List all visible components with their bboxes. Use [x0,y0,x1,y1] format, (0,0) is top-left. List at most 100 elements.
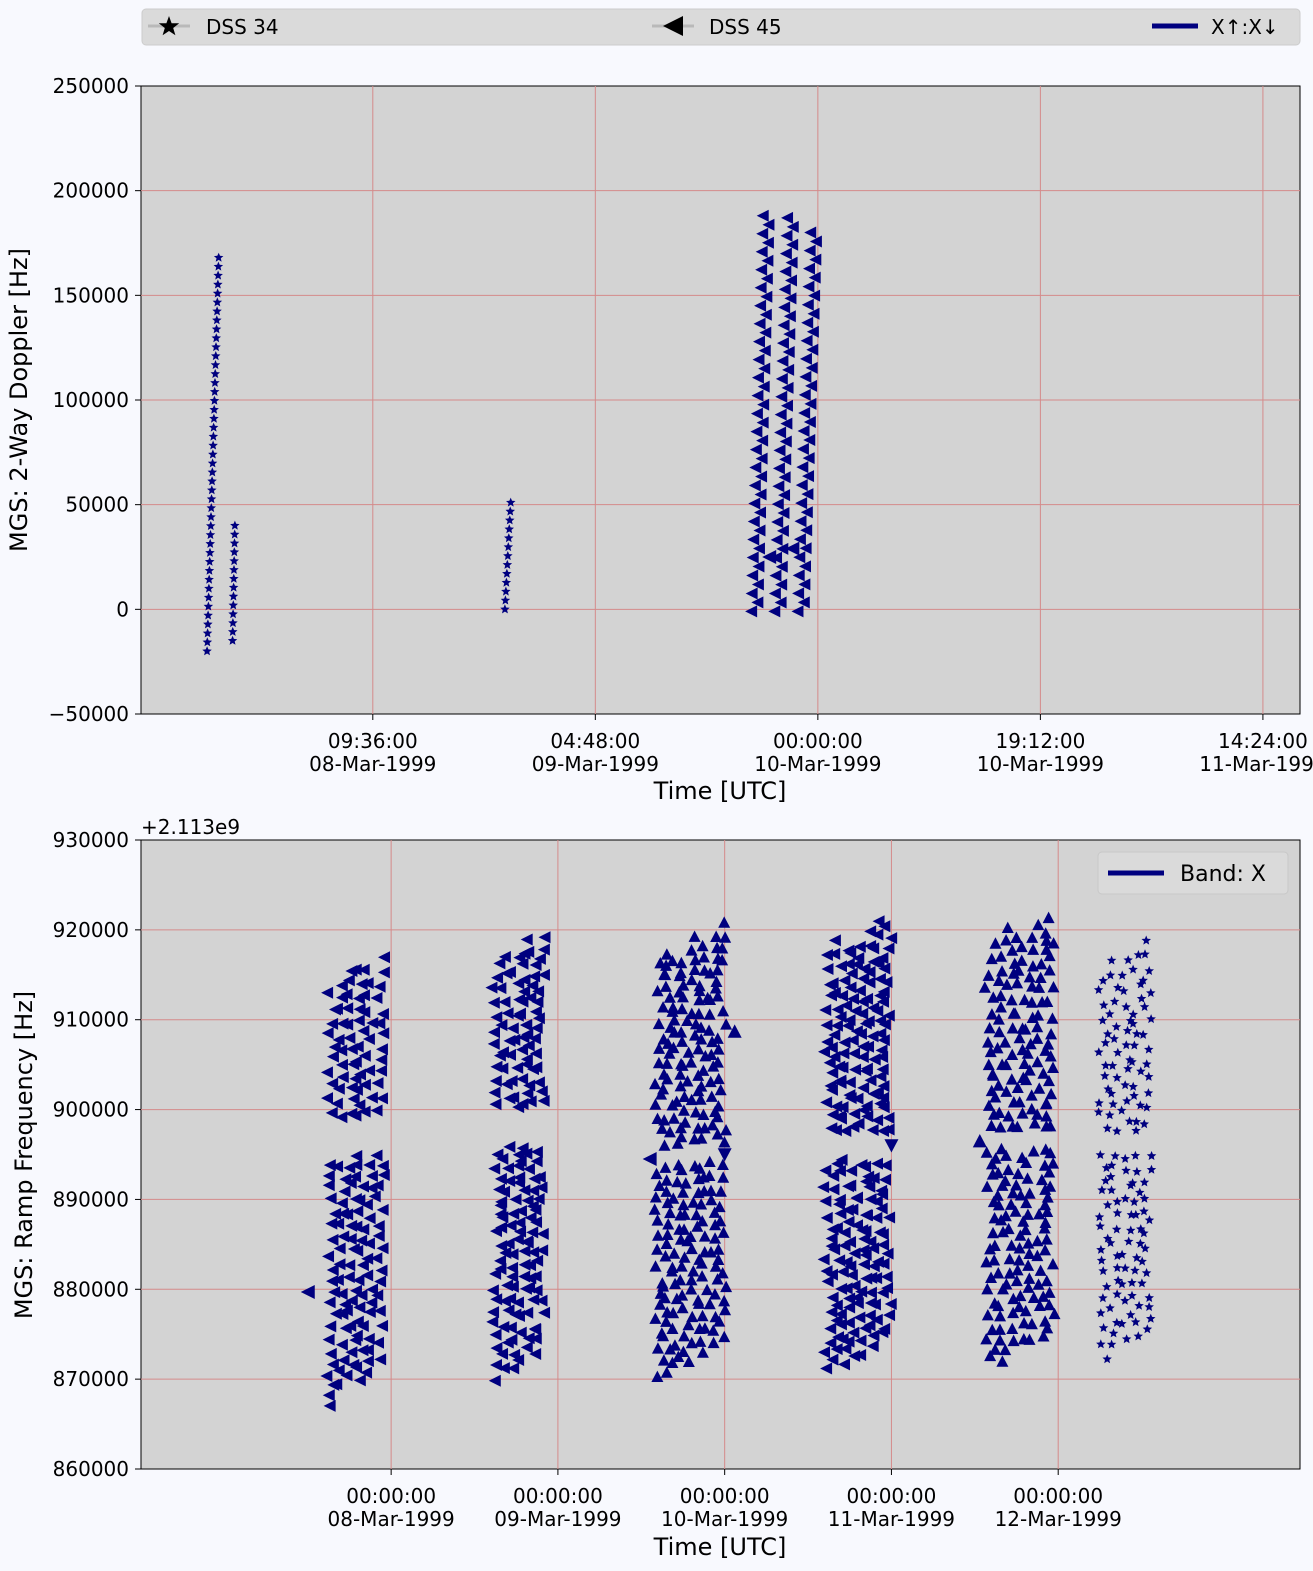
data-point [1013,1254,1026,1266]
data-point [1031,1249,1044,1262]
data-point [363,1306,376,1319]
data-point [1135,1238,1146,1248]
data-point [1095,1150,1106,1159]
data-point [797,596,810,609]
data-point [321,986,334,999]
data-point [229,556,239,566]
data-point [335,1044,348,1057]
data-point [879,1159,892,1172]
data-point [992,1299,1005,1312]
data-point [353,1194,366,1207]
data-point [349,1109,362,1122]
data-point [1106,1171,1116,1181]
data-point [326,1017,339,1030]
data-point [877,1080,890,1093]
data-point [1044,1050,1057,1062]
data-point [1028,1117,1041,1129]
data-point [350,1361,363,1374]
data-point [1026,980,1039,992]
data-point [856,1050,869,1063]
data-point [323,1399,336,1412]
data-point [330,1097,343,1110]
data-point [530,1155,543,1168]
data-point [658,1139,671,1151]
data-point [488,1374,501,1387]
data-point [756,434,769,447]
x-tick-label-date: 10-Mar-1999 [754,752,881,776]
data-point [804,397,817,410]
data-point [340,1304,353,1317]
data-point [322,1333,335,1346]
data-point [825,1232,838,1245]
data-point [778,301,791,314]
data-point [375,1064,388,1077]
data-point [489,1074,502,1087]
data-point [375,1264,388,1277]
data-point [676,1059,689,1071]
data-point [652,1056,665,1069]
data-point [1097,1185,1107,1195]
data-point [362,1332,375,1345]
data-point [536,1244,549,1257]
data-point [1005,1073,1018,1085]
x-tick-label-date: 12-Mar-1999 [995,1507,1122,1531]
data-point [992,1013,1005,1025]
data-point [323,1296,336,1309]
data-point [824,1337,837,1350]
data-point [714,1185,727,1197]
data-point [701,1283,714,1296]
data-point [883,1211,896,1224]
data-point [506,497,516,507]
data-point [848,1047,861,1060]
data-point [852,952,865,965]
data-point [366,1017,379,1030]
data-point [826,977,839,990]
data-point [791,605,804,618]
data-point [349,1055,362,1068]
data-point [507,1091,520,1104]
data-point [1013,1031,1026,1044]
data-point [213,279,223,289]
data-point [1144,1215,1155,1225]
data-point [847,992,860,1005]
data-point [361,977,374,990]
data-point [353,1374,366,1387]
data-point [202,646,212,656]
data-point [984,1242,997,1255]
data-point [694,1093,707,1105]
data-point [228,591,239,601]
data-point [750,425,763,438]
data-point [532,985,545,998]
data-point [206,494,217,504]
data-point [229,547,240,557]
x-tick-label-time: 00:00:00 [346,1484,436,1508]
y-tick-label: 150000 [53,283,129,307]
data-point [668,1014,681,1026]
data-point [501,1279,514,1292]
data-point [1002,1163,1015,1176]
data-point [748,479,761,492]
data-point [707,1336,720,1349]
data-point [1129,1090,1139,1100]
data-point [355,1289,368,1302]
data-point [1139,1193,1150,1203]
data-point [1019,1023,1032,1035]
data-point [836,1265,849,1278]
data-point [660,1366,673,1378]
data-point [344,1319,357,1332]
data-point [802,452,815,465]
data-point [1094,1212,1105,1222]
data-point [685,973,698,986]
data-point [371,1077,384,1090]
data-point [678,1223,691,1235]
data-point [1015,940,1028,953]
data-point [703,1297,716,1310]
data-point [866,1340,879,1353]
data-point [801,316,814,329]
data-point [716,1158,729,1170]
data-point [854,1334,867,1347]
data-point [228,600,238,610]
top-legend: DSS 34 DSS 45 X↑:X↓ [141,8,1301,46]
y-tick-label: 870000 [53,1367,129,1391]
data-point [994,1309,1007,1322]
